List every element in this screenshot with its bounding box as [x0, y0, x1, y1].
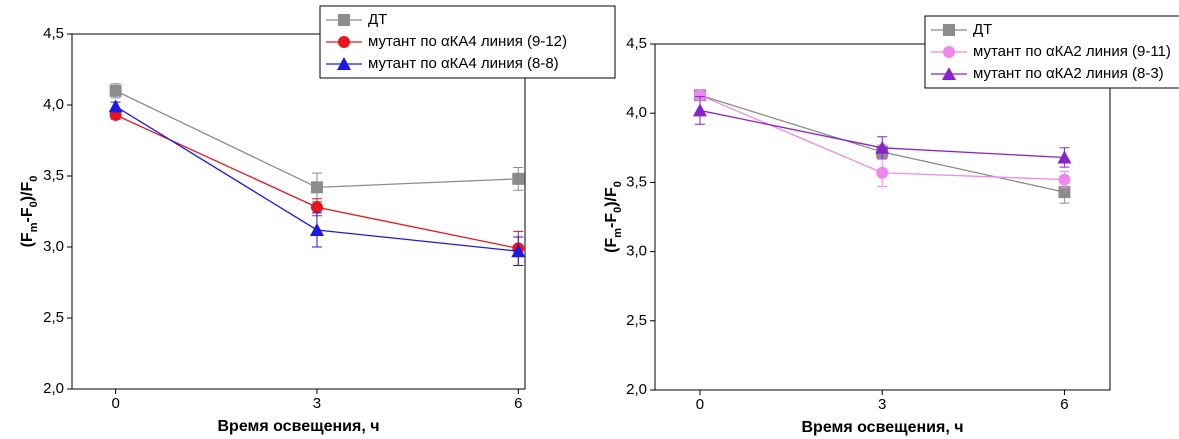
legend-label: мутант по αКА2 линия (8-3) [973, 65, 1164, 82]
y-tick-label: 3,0 [43, 238, 64, 255]
chart: 2,0 2,5 3,0 3,5 4,0 4,5 0 3 6 Время освещения, ч (… [603, 15, 1179, 436]
marker [309, 222, 324, 236]
marker [1057, 150, 1072, 164]
x-tick-label: 0 [696, 396, 704, 413]
legend-frame [319, 5, 616, 79]
legend-label: мутант по αКА4 линия (8-8) [368, 55, 559, 72]
plot-frame [654, 43, 1111, 391]
y-tick-label: 2,0 [626, 381, 647, 398]
x-tick-label: 6 [1060, 396, 1068, 413]
legend-marker [942, 67, 956, 80]
legend-label: ДТ [973, 21, 992, 38]
legend-marker [338, 36, 350, 48]
legend: ДТ мутант по αКА2 линия (9-11) мутант по α… [924, 15, 1179, 89]
x-axis-title: Время освещения, ч [801, 419, 963, 436]
x-tick-label: 3 [313, 395, 321, 412]
y-tick-label: 4,0 [43, 96, 64, 113]
y-axis-title-part: )/F [19, 182, 36, 202]
legend-frame [924, 15, 1179, 89]
y-axis-title: (Fm-F0)/F0 [603, 181, 624, 253]
y-tick-label: 3,0 [626, 243, 647, 260]
y-axis-title-part: 0 [612, 181, 624, 187]
y-tick-label: 2,5 [626, 312, 647, 329]
y-tick-label: 4,5 [43, 25, 64, 42]
legend-label: мутант по αКА2 линия (9-11) [973, 43, 1171, 60]
y-axis-title-part: m [612, 228, 624, 238]
marker [1058, 186, 1071, 199]
marker [310, 181, 323, 194]
marker [876, 166, 889, 179]
marker [109, 84, 122, 97]
marker [108, 99, 123, 113]
y-tick-label: 4,5 [626, 35, 647, 52]
x-tick-label: 3 [878, 396, 886, 413]
y-axis-title-part: 0 [28, 201, 40, 207]
legend-marker [943, 24, 955, 36]
y-axis-title-part: (F [19, 232, 36, 247]
y-axis-title-part: -F [19, 207, 36, 222]
legend: ДТ мутант по αКА4 линия (9-12) мутант по α… [319, 5, 616, 79]
marker [512, 172, 525, 185]
y-axis-title: (Fm-F0)/F0 [19, 176, 40, 248]
y-tick-label: 3,5 [626, 173, 647, 190]
marker [511, 244, 526, 258]
y-axis-title-part: 0 [612, 207, 624, 213]
legend-marker [943, 46, 955, 58]
marker [310, 201, 323, 214]
marker [875, 140, 890, 154]
legend-label: ДТ [368, 11, 387, 28]
y-axis-title-part: )/F [603, 187, 620, 207]
legend-marker [338, 14, 350, 26]
y-tick-label: 4,0 [626, 104, 647, 121]
y-tick-label: 2,5 [43, 309, 64, 326]
y-axis-title-part: -F [603, 213, 620, 228]
marker [692, 103, 707, 117]
y-axis-title-part: m [28, 222, 40, 232]
marker [1058, 173, 1071, 186]
chart: 2,0 2,5 3,0 3,5 4,0 4,5 0 3 6 Время освещения, ч (… [19, 5, 616, 435]
x-tick-label: 6 [514, 395, 522, 412]
plot-frame [71, 33, 526, 390]
x-tick-label: 0 [111, 395, 119, 412]
y-axis-title-part: 0 [28, 176, 40, 182]
y-axis-title-part: (F [603, 238, 620, 253]
legend-label: мутант по αКА4 линия (9-12) [368, 33, 567, 50]
marker [693, 89, 706, 102]
x-axis-title: Время освещения, ч [217, 418, 379, 435]
y-tick-label: 3,5 [43, 167, 64, 184]
legend-marker [337, 57, 351, 70]
y-tick-label: 2,0 [43, 380, 64, 397]
